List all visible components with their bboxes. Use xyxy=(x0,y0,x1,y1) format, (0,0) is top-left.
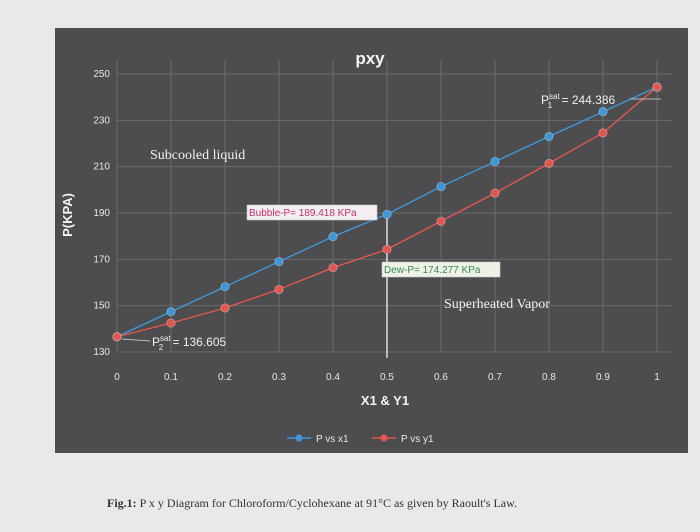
y-tick-label: 230 xyxy=(93,115,110,126)
x-tick-label: 0 xyxy=(114,372,120,383)
series-layer xyxy=(112,82,662,342)
psat2-leader-line xyxy=(121,338,151,342)
y-axis-ticks: 130 150 170 190 210 230 250 xyxy=(93,69,110,358)
series-1-point xyxy=(544,131,554,142)
series-2-point xyxy=(598,128,608,138)
y-tick-label: 150 xyxy=(93,301,110,312)
chart-area xyxy=(55,28,688,453)
x-tick-label: 0.1 xyxy=(164,372,178,383)
subcooled-liquid-label: Subcooled liquid xyxy=(150,148,245,163)
y-axis-title: P(KPA) xyxy=(60,193,75,237)
x-tick-label: 1 xyxy=(654,372,660,383)
legend-swatch-y1-marker xyxy=(380,434,388,442)
x-tick-label: 0.5 xyxy=(380,372,394,383)
x-tick-label: 0.6 xyxy=(434,372,448,383)
legend: P vs x1 P vs y1 xyxy=(287,434,434,445)
dew-point-box xyxy=(381,261,501,278)
bubble-point-box xyxy=(246,204,378,221)
series-1-point xyxy=(328,232,338,242)
legend-label-y1: P vs y1 xyxy=(401,434,434,445)
legend-swatch-x1-marker xyxy=(295,434,303,442)
x-tick-label: 0.7 xyxy=(488,372,502,383)
x-tick-label: 0.3 xyxy=(272,372,286,383)
series-2-point xyxy=(274,284,284,295)
series-2-point xyxy=(112,332,122,342)
dew-point-label: Dew-P= 174.277 KPa xyxy=(384,265,481,276)
x-tick-label: 0.4 xyxy=(326,372,340,383)
bubble-point-label: Bubble-P= 189.418 KPa xyxy=(249,208,357,219)
y-tick-label: 190 xyxy=(93,208,110,219)
series-1-point xyxy=(490,156,500,167)
series-2-point xyxy=(166,318,176,328)
y-tick-label: 210 xyxy=(93,162,110,173)
y-tick-label: 130 xyxy=(93,347,110,358)
figure-caption: Fig.1: P x y Diagram for Chloroform/Cycl… xyxy=(107,496,517,510)
chart-title: pxy xyxy=(355,49,385,68)
series-2-point xyxy=(544,158,554,169)
x-tick-label: 0.9 xyxy=(596,372,610,383)
series-2-point xyxy=(382,244,392,255)
psat1-label: Psat 1 = 244.386 xyxy=(541,92,616,110)
x-axis-ticks: 0 0.1 0.2 0.3 0.4 0.5 0.6 0.7 0.8 0.9 1 xyxy=(114,372,660,383)
series-1-point xyxy=(598,107,608,117)
superheated-vapor-label: Superheated Vapor xyxy=(444,297,550,312)
x-axis-title: X1 & Y1 xyxy=(361,393,409,408)
series-1-point xyxy=(166,307,176,317)
series-2-point xyxy=(220,303,230,313)
psat2-label: Psat 2 = 136.605 xyxy=(152,334,227,352)
series-1-point xyxy=(382,209,392,219)
series-1-point xyxy=(436,181,446,192)
series-1-point xyxy=(274,257,284,267)
x-tick-label: 0.8 xyxy=(542,372,556,383)
series-2-point xyxy=(490,188,500,198)
y-tick-label: 250 xyxy=(93,69,110,80)
legend-label-x1: P vs x1 xyxy=(316,434,349,445)
series-2-point xyxy=(436,216,446,226)
grid xyxy=(116,60,672,353)
series-2-point xyxy=(328,263,338,273)
y-tick-label: 170 xyxy=(93,254,110,265)
series-1-point xyxy=(220,282,230,292)
x-tick-label: 0.2 xyxy=(218,372,232,383)
series-2-point xyxy=(652,82,662,92)
